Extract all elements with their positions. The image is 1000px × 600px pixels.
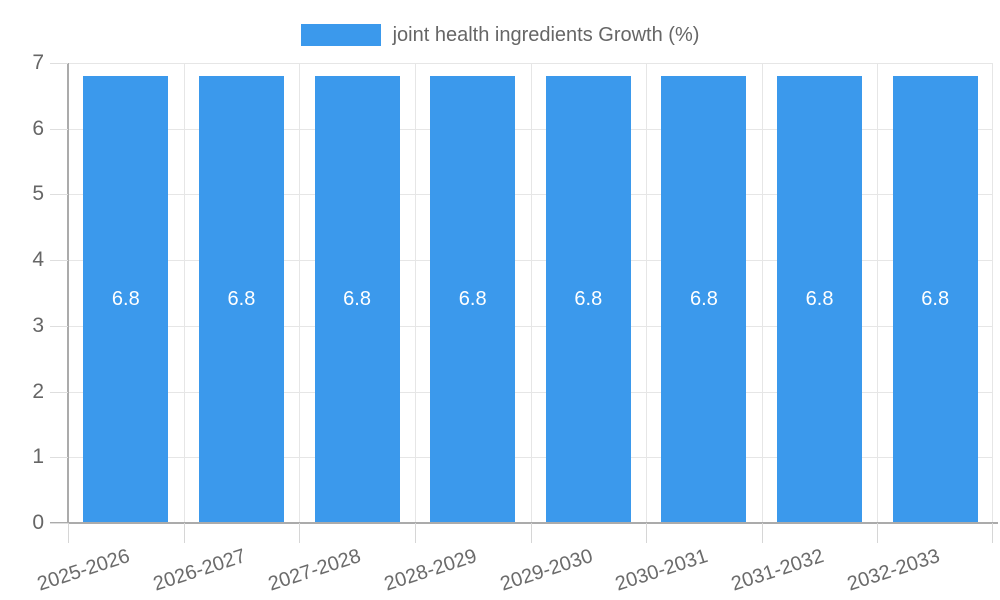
y-axis-tick	[50, 457, 68, 459]
y-axis-tick-label: 4	[32, 248, 44, 272]
legend-label: joint health ingredients Growth (%)	[392, 24, 700, 46]
x-axis-tick-label: 2029-2030	[497, 545, 596, 596]
x-axis-tick	[992, 523, 993, 543]
bar-value-label: 6.8	[343, 288, 371, 311]
chart-legend: joint health ingredients Growth (%)	[0, 24, 1000, 46]
legend-item[interactable]: joint health ingredients Growth (%)	[300, 24, 700, 46]
x-axis-tick-label: 2026-2027	[150, 545, 249, 596]
bar[interactable]: 6.8	[545, 76, 631, 523]
y-axis-tick-label: 3	[32, 313, 44, 337]
y-axis-tick-label: 2	[32, 379, 44, 403]
bar-value-label: 6.8	[574, 288, 603, 311]
y-axis-tick-label: 7	[32, 51, 44, 74]
gridline-vertical	[761, 63, 763, 523]
bar-value-label: 6.8	[921, 288, 950, 311]
bar[interactable]: 6.8	[83, 76, 169, 523]
y-axis-line	[67, 63, 69, 523]
bar-value-label: 6.8	[227, 288, 256, 311]
y-axis-tick	[50, 391, 68, 393]
gridline-vertical	[414, 63, 416, 523]
bar[interactable]: 6.8	[661, 76, 747, 523]
bar[interactable]: 6.8	[198, 76, 284, 523]
bar[interactable]: 6.8	[314, 76, 400, 523]
bar[interactable]: 6.8	[892, 76, 978, 523]
x-axis-tick	[761, 523, 763, 543]
x-axis-line	[50, 522, 998, 524]
y-axis-tick-label: 0	[32, 511, 44, 534]
y-axis-tick-label: 1	[32, 445, 44, 469]
y-axis-tick	[50, 523, 68, 524]
y-axis-tick	[50, 325, 68, 327]
x-axis-tick-label: 2025-2026	[34, 545, 133, 596]
x-axis-tick	[68, 523, 69, 543]
legend-color-swatch-icon	[300, 24, 381, 46]
y-axis-tick	[50, 128, 68, 130]
y-axis-tick-label: 5	[32, 182, 44, 206]
gridline-vertical	[877, 63, 879, 523]
x-axis-tick	[183, 523, 185, 543]
bar-value-label: 6.8	[111, 288, 140, 311]
x-axis-tick-label: 2031-2032	[728, 545, 827, 596]
bar[interactable]: 6.8	[430, 76, 516, 523]
y-axis-tick-label: 6	[32, 116, 44, 140]
bar-value-label: 6.8	[805, 288, 834, 311]
bar-value-label: 6.8	[458, 288, 487, 311]
gridline-vertical	[299, 63, 301, 523]
x-axis-tick	[414, 523, 416, 543]
x-axis-tick-label: 2028-2029	[381, 545, 480, 596]
bar-value-label: 6.8	[690, 288, 718, 311]
gridline-vertical	[646, 63, 648, 523]
gridline-vertical	[992, 63, 993, 523]
gridline-vertical	[530, 63, 532, 523]
x-axis-tick	[646, 523, 648, 543]
x-axis-tick	[877, 523, 879, 543]
y-axis-tick	[50, 194, 68, 196]
x-axis-tick	[530, 523, 532, 543]
y-axis-tick	[50, 63, 68, 64]
bar[interactable]: 6.8	[777, 76, 863, 523]
chart-plot-area: 6.8 6.8 6.8 6.8 6.8 6.8 6.8 6.8	[68, 63, 993, 523]
y-axis-tick	[50, 260, 68, 262]
gridline-vertical	[183, 63, 185, 523]
x-axis-tick	[299, 523, 301, 543]
x-axis-tick-label: 2027-2028	[266, 545, 364, 596]
x-axis-tick-label: 2030-2031	[612, 545, 711, 596]
x-axis-tick-label: 2032-2033	[844, 545, 942, 596]
